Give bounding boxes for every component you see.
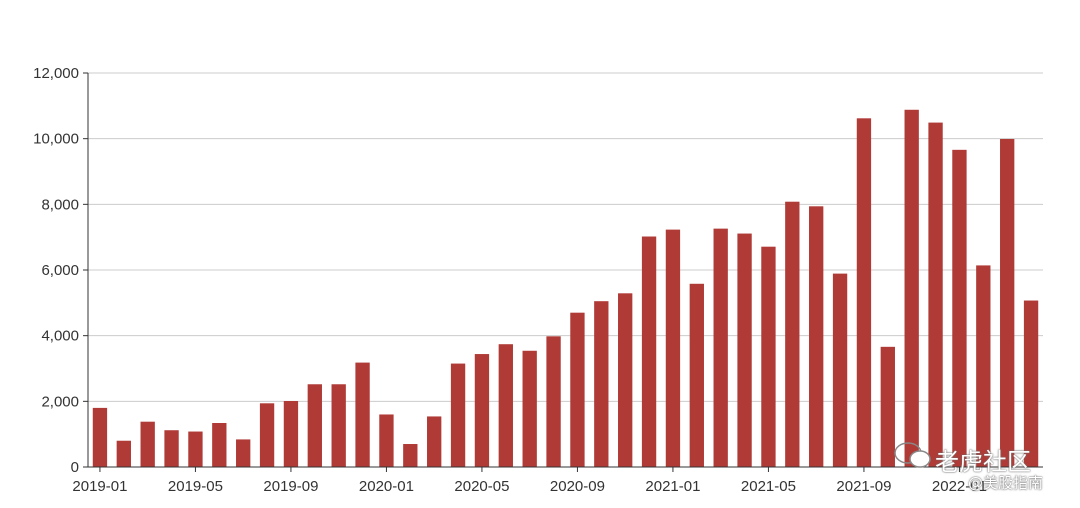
bar-2020-07	[522, 350, 537, 467]
bar-2019-11	[331, 384, 346, 467]
bar-2020-10	[594, 301, 609, 467]
bar-2019-02	[116, 440, 131, 467]
bar-2021-08	[832, 273, 848, 467]
y-tick-label: 2,000	[41, 393, 79, 410]
watermark-text-2: @美股指南	[968, 474, 1044, 492]
bars	[92, 109, 1039, 468]
bar-2020-12	[641, 236, 657, 467]
bar-2021-12	[928, 122, 943, 467]
y-tick-label: 0	[71, 459, 79, 476]
bar-2021-07	[809, 206, 824, 467]
bar-2020-09	[570, 312, 585, 467]
x-tick-label: 2020-05	[454, 478, 509, 495]
bar-2020-11	[618, 293, 633, 467]
bar-2020-05	[474, 354, 490, 467]
y-tick-label: 12,000	[33, 65, 79, 82]
x-axis: 2019-01 2019-05 2019-09 2020-01 2020-05 2020-…	[72, 466, 1043, 495]
bar-2020-06	[498, 344, 513, 467]
y-tick-label: 8,000	[41, 196, 79, 213]
y-tick-label: 10,000	[33, 131, 79, 148]
bar-2022-01	[952, 149, 967, 467]
bar-2021-05	[761, 246, 776, 467]
bar-2019-08	[259, 403, 275, 467]
x-tick-label: 2019-09	[263, 478, 318, 495]
x-tick-label: 2019-05	[168, 478, 223, 495]
bar-2021-04	[737, 233, 752, 467]
bar-2021-11	[904, 109, 919, 468]
bar-2022-02	[976, 265, 991, 467]
bar-2021-01	[665, 229, 681, 467]
gridlines	[88, 72, 1043, 402]
bar-2021-06	[785, 201, 800, 467]
watermark-text-1: 老虎社区	[935, 448, 1031, 476]
bar-2020-02	[403, 444, 418, 467]
bar-2019-06	[212, 423, 227, 467]
bar-2022-04	[1023, 300, 1039, 467]
x-tick-label: 2021-09	[836, 478, 891, 495]
bar-2021-02	[689, 283, 704, 467]
bar-2021-03	[713, 228, 728, 467]
x-tick-label: 2022-01	[932, 478, 987, 495]
x-tick-label: 2021-01	[645, 478, 700, 495]
x-tick-label: 2021-05	[741, 478, 796, 495]
bar-2020-04	[450, 363, 466, 467]
bar-2019-07	[236, 439, 251, 467]
bar-2021-09	[856, 118, 872, 467]
bar-2019-05	[188, 431, 203, 467]
y-axis: 0 2,000 4,000 6,000 8,000 10,000 12,000	[33, 65, 89, 476]
bar-2019-09	[283, 401, 299, 467]
chat-bubble-icon	[894, 442, 931, 468]
bar-2019-12	[355, 362, 370, 467]
bar-2022-03	[1000, 138, 1015, 467]
bar-2019-04	[164, 430, 179, 467]
bar-2020-08	[546, 336, 561, 467]
bar-2019-03	[140, 421, 155, 467]
x-tick-label: 2020-09	[550, 478, 605, 495]
bar-2020-01	[379, 414, 394, 467]
bar-2020-03	[427, 416, 442, 467]
x-tick-label: 2019-01	[72, 478, 127, 495]
y-tick-label: 4,000	[41, 328, 79, 345]
y-tick-label: 6,000	[41, 262, 79, 279]
x-tick-label: 2020-01	[359, 478, 414, 495]
bar-2019-10	[307, 384, 322, 467]
bar-2021-10	[880, 346, 895, 467]
bar-2019-01	[92, 407, 108, 467]
